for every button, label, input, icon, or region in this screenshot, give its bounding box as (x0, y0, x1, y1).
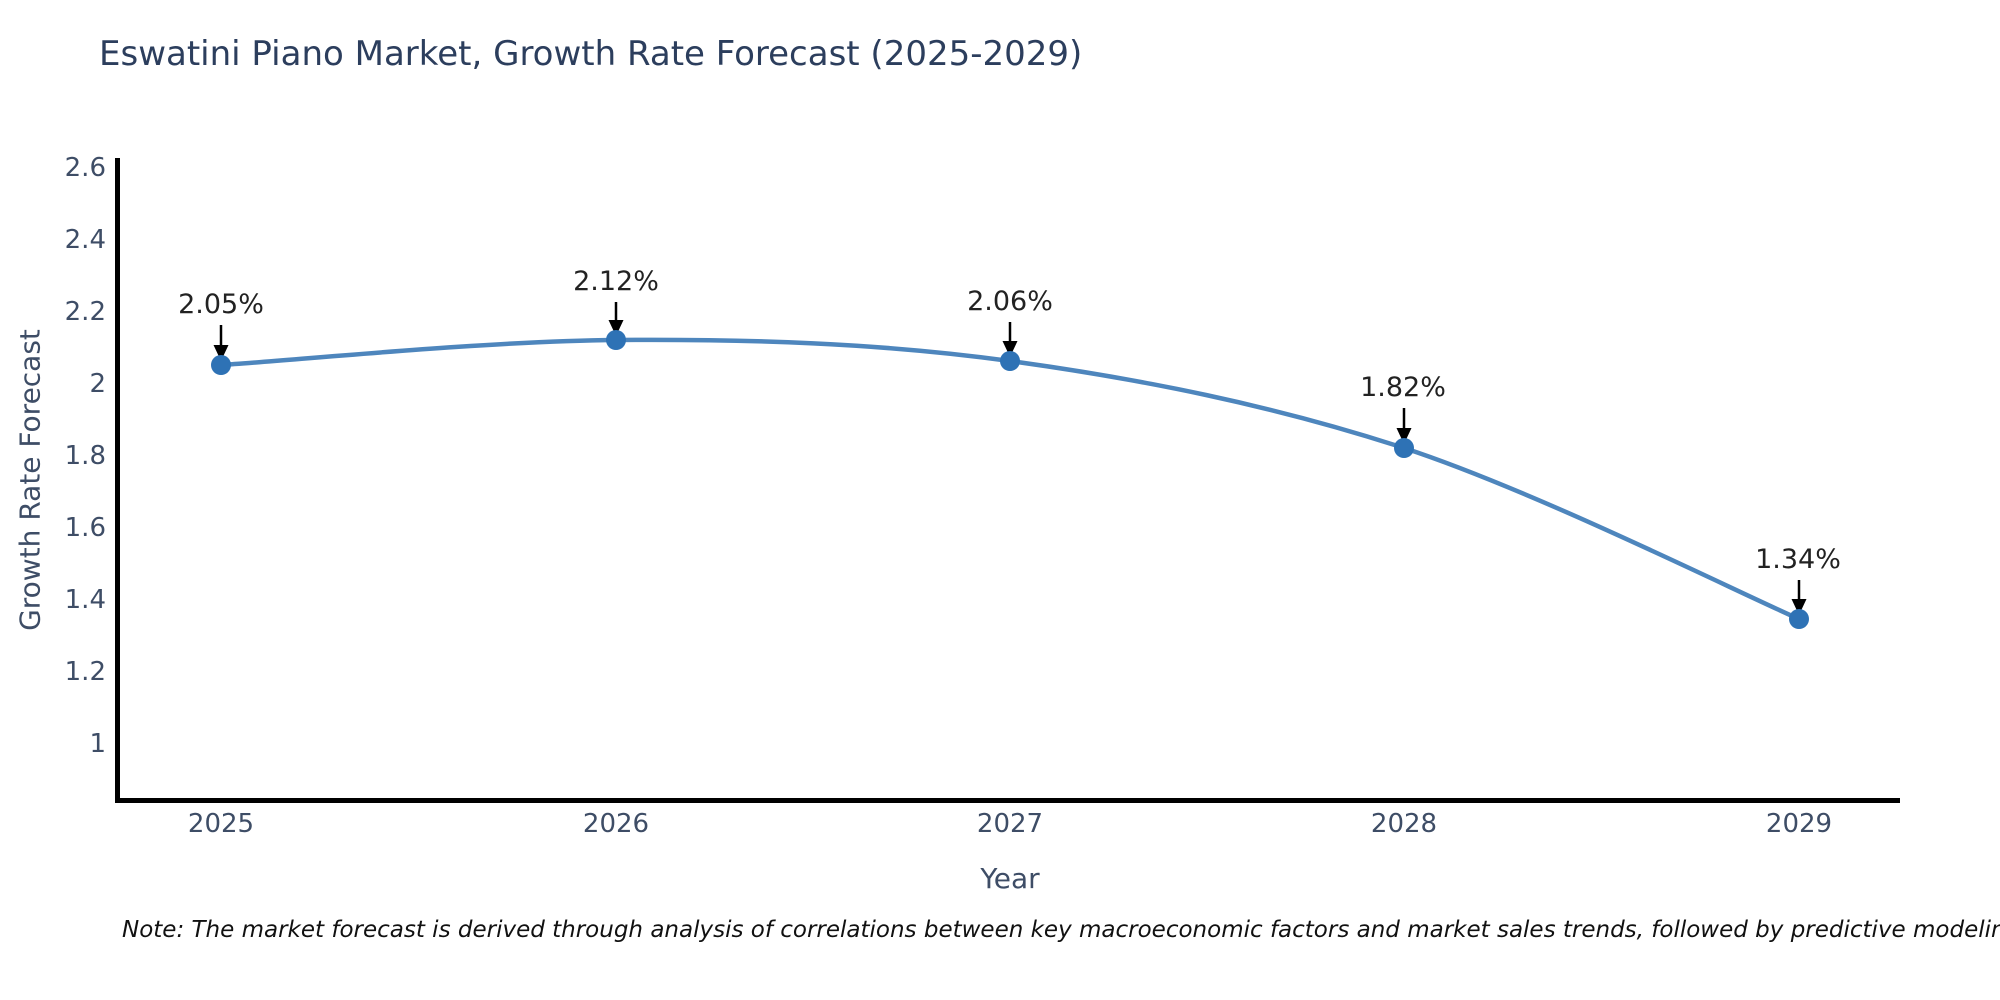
x-tick-label: 2028 (1370, 809, 1438, 839)
x-axis-title: Year (980, 862, 1040, 895)
y-tick-label: 2.6 (64, 153, 106, 183)
point-value-label-2028: 1.82% (1360, 372, 1446, 403)
data-point-2029 (1789, 609, 1809, 629)
data-point-2028 (1394, 438, 1414, 458)
y-tick-label: 2.2 (64, 297, 106, 327)
annotation-arrow-2028 (1396, 408, 1412, 444)
chart-title: Eswatini Piano Market, Growth Rate Forec… (99, 34, 1083, 74)
point-value-label-2026: 2.12% (573, 266, 659, 297)
x-tick-label: 2025 (187, 809, 255, 839)
annotation-arrow-2026 (608, 302, 624, 336)
y-tick-label: 1.2 (64, 657, 106, 687)
point-value-label-2025: 2.05% (178, 289, 264, 320)
annotation-arrow-2029 (1791, 580, 1807, 615)
point-value-label-2029: 1.34% (1755, 544, 1841, 575)
y-tick-label: 1.6 (64, 513, 106, 543)
y-tick-label: 1.8 (64, 441, 106, 471)
y-tick-label: 2 (89, 369, 106, 399)
annotation-arrow-2025 (213, 325, 229, 361)
x-tick-label: 2029 (1765, 809, 1833, 839)
x-tick-label: 2027 (976, 809, 1044, 839)
data-point-2026 (606, 330, 626, 350)
annotation-arrow-2027 (1002, 322, 1018, 357)
y-tick-label: 1.4 (64, 585, 106, 615)
point-value-label-2027: 2.06% (967, 286, 1053, 317)
forecast-line (218, 337, 1802, 622)
data-point-2025 (211, 355, 231, 375)
data-point-2027 (1000, 351, 1020, 371)
y-tick-label: 2.4 (64, 225, 106, 255)
y-axis-title: Growth Rate Forecast (13, 329, 47, 631)
y-tick-label: 1 (89, 729, 106, 759)
footnote: Note: The market forecast is derived thr… (122, 917, 2000, 943)
x-tick-label: 2026 (582, 809, 650, 839)
